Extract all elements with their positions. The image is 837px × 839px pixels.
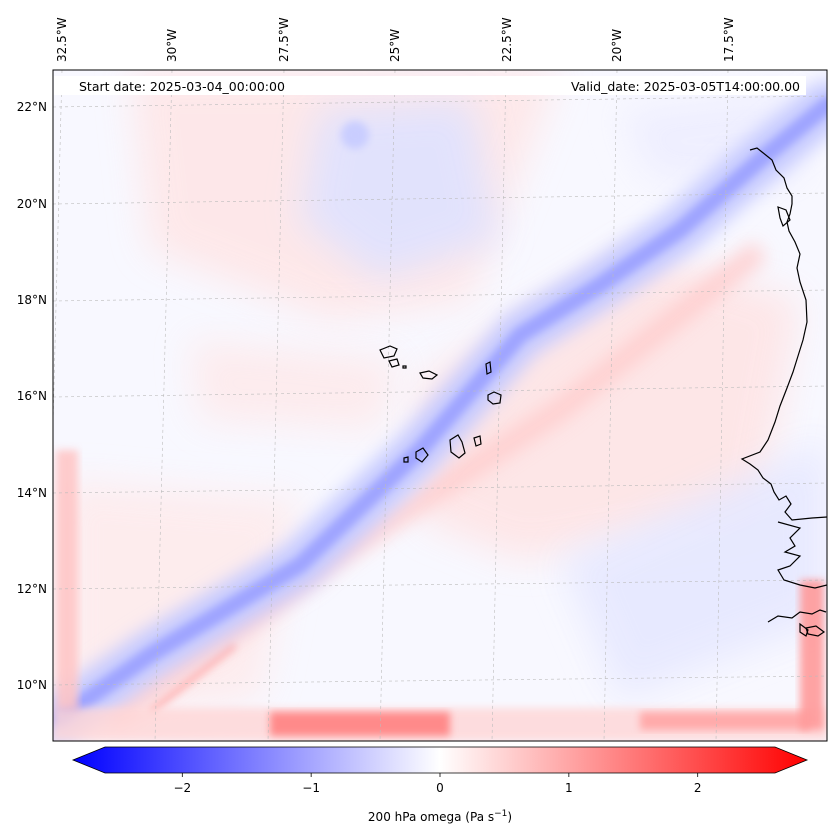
longitude-labels: 32.5°W 30°W 27.5°W 25°W 22.5°W 20°W 17.5… <box>55 17 736 62</box>
valid-date-label: Valid_date: 2025-03-05T14:00:00.00 <box>571 79 800 94</box>
start-date-label: Start date: 2025-03-04_00:00:00 <box>79 79 285 94</box>
colorbar-gradient <box>71 746 809 774</box>
island-sao-nicolau <box>419 370 439 380</box>
field-boundary-west <box>56 450 78 710</box>
lat-label-12: 12°N <box>17 582 47 596</box>
lon-label-17-5: 17.5°W <box>722 17 736 62</box>
island-fogo <box>415 447 429 463</box>
header-strip <box>54 76 806 95</box>
colorbar-label: 200 hPa omega (Pa s−1) <box>368 809 512 824</box>
colorbar-tick-label: −1 <box>302 781 320 795</box>
senegal-gambia-coast <box>777 521 827 589</box>
lon-label-27-5: 27.5°W <box>277 17 291 62</box>
colorbar-tick-label: 0 <box>436 781 444 795</box>
omega-field <box>53 70 827 741</box>
bijagos-island-b <box>799 622 809 637</box>
grid-lon-20 <box>603 70 618 741</box>
island-sal <box>485 361 492 375</box>
island-maio <box>473 435 482 447</box>
grid-lon-17-5 <box>715 70 729 741</box>
latitude-labels: 22°N 20°N 18°N 16°N 14°N 12°N 10°N <box>17 100 47 692</box>
field-blue-spot <box>341 121 369 149</box>
island-boa-vista <box>487 391 502 405</box>
field-boundary-red-spot <box>270 712 450 736</box>
lat-label-14: 14°N <box>17 486 47 500</box>
lat-label-16: 16°N <box>17 389 47 403</box>
island-santo-antao <box>379 345 398 359</box>
grid-lon-22-5 <box>491 70 507 741</box>
field-pink-central <box>190 340 400 430</box>
colorbar-ticks: −2 −1 0 1 2 <box>173 773 702 795</box>
field-descent-streak-core <box>148 642 237 715</box>
field-ascent-band-core <box>53 97 827 726</box>
lon-label-30: 30°W <box>165 29 179 62</box>
lat-label-18: 18°N <box>17 293 47 307</box>
field-blue-southeast <box>560 440 827 700</box>
island-sao-vicente <box>388 358 400 368</box>
lon-label-20: 20°W <box>610 29 624 62</box>
lon-label-22-5: 22.5°W <box>500 17 514 62</box>
field-boundary-east <box>800 580 824 730</box>
colorbar-tick-label: −2 <box>173 781 191 795</box>
grid-lon-25 <box>379 70 396 741</box>
island-brava <box>403 456 409 463</box>
lat-label-10: 10°N <box>17 678 47 692</box>
colorbar-tick-label: 1 <box>565 781 573 795</box>
lon-label-25: 25°W <box>388 29 402 62</box>
island-santiago <box>449 434 466 459</box>
coast-inlet-north <box>777 206 791 228</box>
lon-label-32-5: 32.5°W <box>55 17 69 62</box>
colorbar: −2 −1 0 1 2 200 hPa omega (Pa s−1) <box>71 746 809 824</box>
lat-label-22: 22°N <box>17 100 47 114</box>
coastlines <box>379 147 827 637</box>
grid-lon-30 <box>154 70 173 741</box>
colorbar-tick-label: 2 <box>694 781 702 795</box>
guinea-bissau-coast <box>767 609 827 623</box>
lat-label-20: 20°N <box>17 197 47 211</box>
bijagos-island-a <box>805 625 826 637</box>
field-boundary-red-east <box>640 712 810 730</box>
island-santa-luzia <box>402 365 407 369</box>
graticule <box>53 70 827 741</box>
map-frame <box>52 69 828 742</box>
map-panel: Start date: 2025-03-04_00:00:00 Valid_da… <box>52 69 828 742</box>
grid-lon-27-5 <box>267 70 285 741</box>
africa-coastline <box>740 147 827 521</box>
